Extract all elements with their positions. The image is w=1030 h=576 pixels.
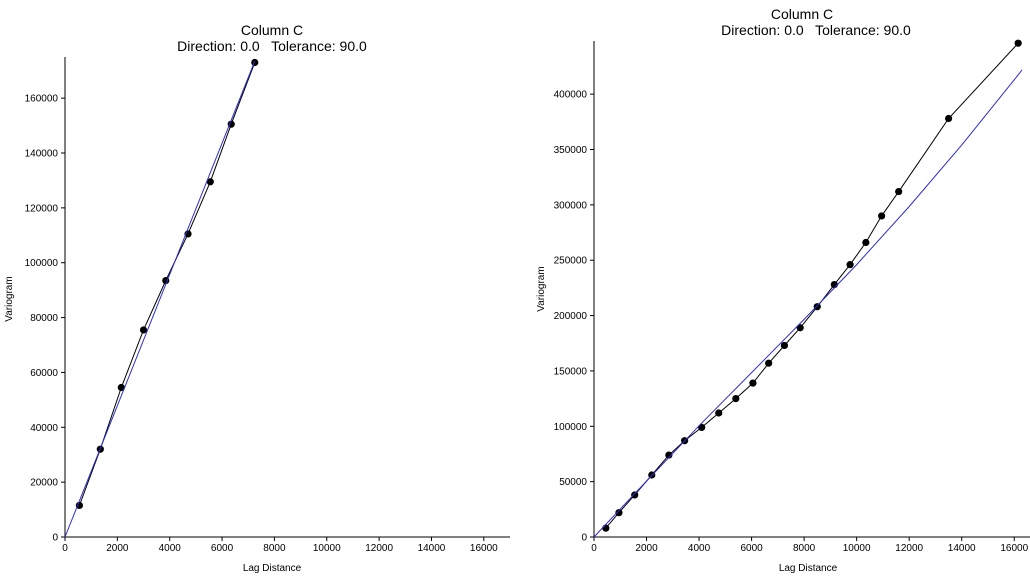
data-point [665,451,673,459]
y-tick-label: 150000 [554,366,588,377]
x-tick-label: 4000 [688,543,711,554]
y-tick-label: 250000 [554,256,588,267]
x-axis-label: Lag Distance [243,563,302,574]
data-point [732,395,740,403]
data-point [206,178,214,186]
x-tick-label: 0 [62,543,68,554]
chart-subtitle: Direction: 0.0 Tolerance: 90.0 [177,38,367,54]
data-point [944,114,953,123]
y-tick-label: 80000 [30,313,58,324]
data-point [862,238,870,247]
data-point [846,261,854,269]
y-tick-label: 40000 [30,423,58,434]
x-axis-label: Lag Distance [779,563,838,574]
y-tick-label: 140000 [25,149,59,160]
y-tick-label: 400000 [554,90,588,101]
x-tick-label: 0 [591,543,597,554]
x-tick-label: 8000 [793,543,816,554]
data-point [895,187,903,196]
data-point [698,423,706,431]
x-tick-label: 4000 [159,543,182,554]
data-point [117,383,125,392]
y-tick-label: 60000 [30,368,58,379]
y-tick-label: 0 [581,533,587,544]
variogram-chart-left: Column C Direction: 0.0 Tolerance: 90.0 … [4,22,510,574]
y-tick-label: 200000 [554,311,588,322]
chart-title: Column C [241,22,303,38]
x-tick-label: 8000 [263,543,286,554]
y-tick-label: 100000 [25,258,59,269]
y-tick-label: 100000 [554,422,588,433]
data-point [796,324,804,332]
data-point [631,491,639,499]
data-point [780,341,789,350]
model-curve [64,60,256,538]
x-tick-label: 14000 [948,543,976,554]
y-axis-label: Variogram [4,276,15,321]
x-tick-label: 16000 [470,543,498,554]
x-tick-label: 6000 [740,543,763,554]
y-tick-label: 0 [52,533,58,544]
x-tick-label: 16000 [1000,543,1028,554]
x-tick-label: 10000 [313,543,341,554]
x-tick-label: 2000 [106,543,129,554]
x-tick-label: 12000 [895,543,923,554]
data-point [75,501,83,510]
data-point [813,303,821,311]
x-tick-label: 2000 [635,543,658,554]
data-point [749,379,757,387]
data-point [715,409,723,417]
x-tick-label: 12000 [365,543,393,554]
data-point [878,212,886,220]
data-point [765,359,773,367]
chart-subtitle: Direction: 0.0 Tolerance: 90.0 [721,22,911,38]
data-point [602,524,610,532]
model-curve [593,69,1023,538]
x-tick-label: 6000 [211,543,234,554]
y-tick-label: 120000 [25,203,59,214]
data-point [1014,39,1022,47]
y-tick-label: 160000 [25,94,59,105]
experimental-variogram-line [78,62,256,506]
variogram-chart-right: Column C Direction: 0.0 Tolerance: 90.0 … [536,6,1030,574]
y-tick-label: 20000 [30,478,58,489]
y-tick-label: 300000 [554,200,588,211]
y-axis-label: Variogram [536,266,547,311]
x-tick-label: 10000 [843,543,871,554]
x-tick-label: 14000 [418,543,446,554]
data-point [615,509,623,517]
y-tick-label: 50000 [559,477,587,488]
chart-title: Column C [771,6,833,22]
data-point [139,326,148,334]
y-tick-label: 350000 [554,145,588,156]
